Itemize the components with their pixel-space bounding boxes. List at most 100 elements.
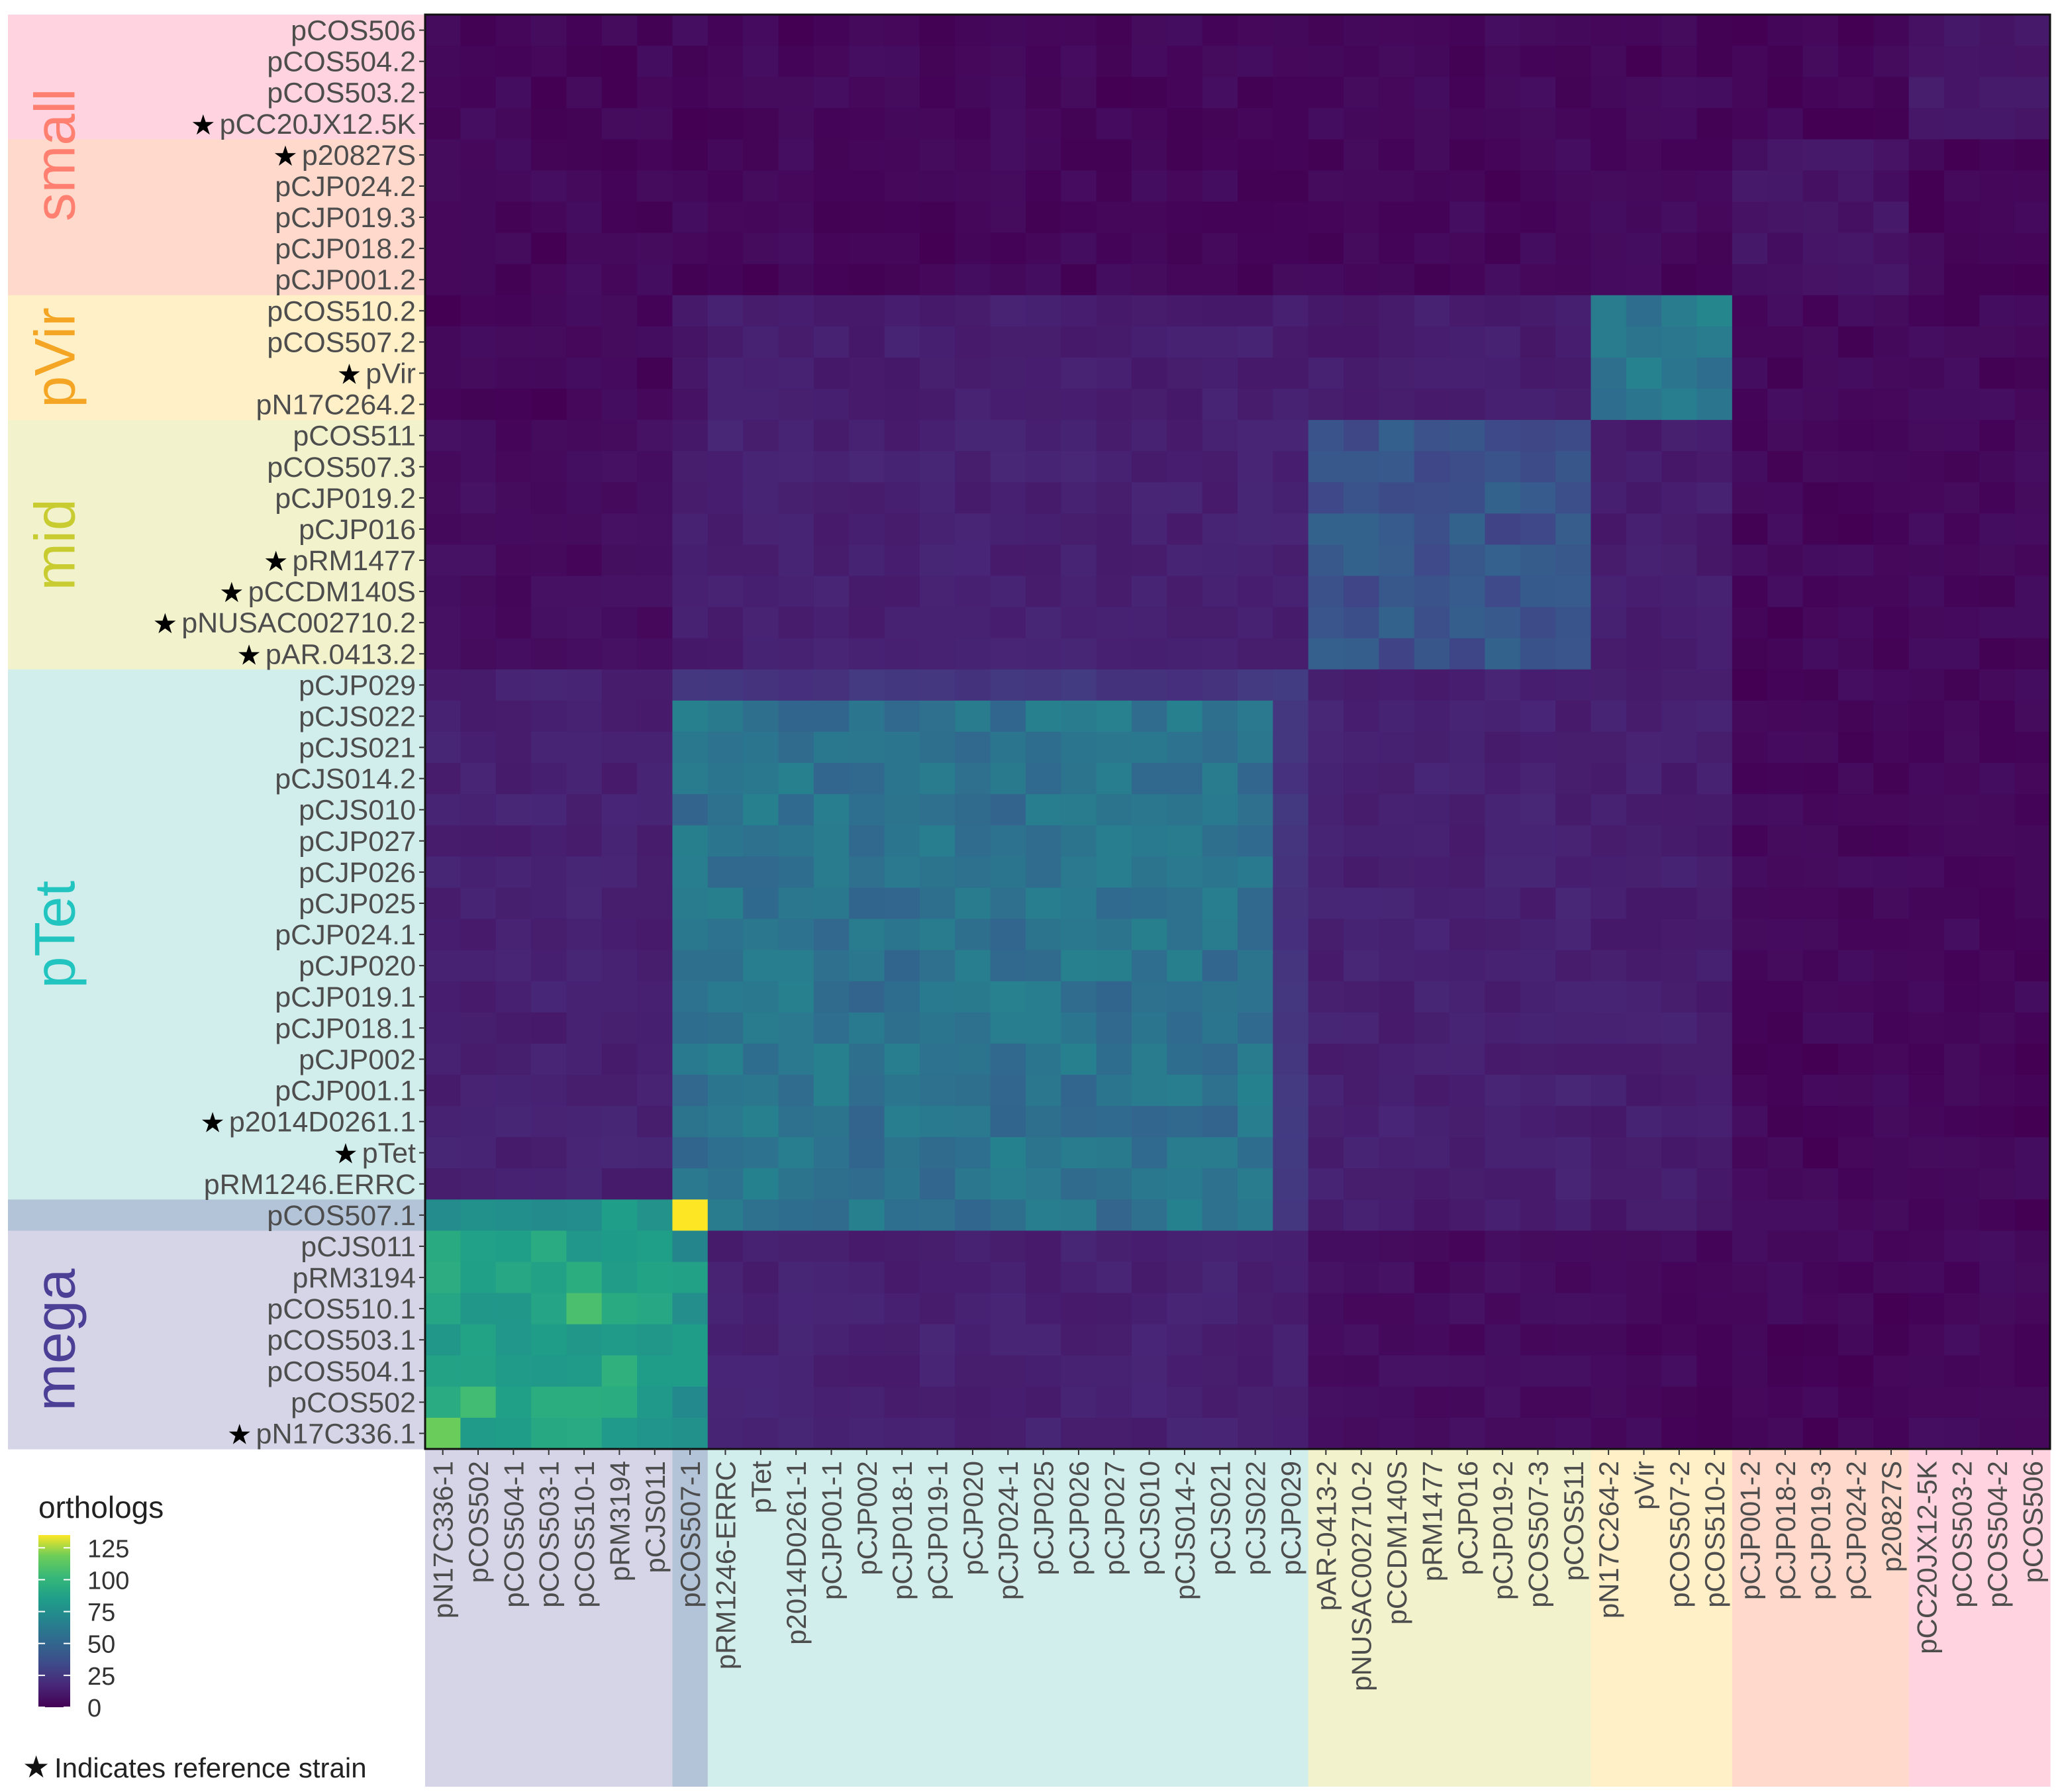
heatmap-cell <box>1167 295 1203 327</box>
heatmap-cell <box>1167 451 1203 483</box>
heatmap-cell <box>1661 1386 1698 1419</box>
heatmap-cell <box>884 919 920 951</box>
heatmap-cell <box>1414 326 1450 358</box>
heatmap-cell <box>1591 1230 1627 1263</box>
heatmap-cell <box>2014 1262 2051 1294</box>
heatmap-cell <box>743 575 779 608</box>
heatmap-cell <box>1732 856 1768 889</box>
heatmap-cell <box>1555 887 1592 920</box>
heatmap-cell <box>955 825 991 858</box>
heatmap-cell <box>955 264 991 296</box>
heatmap-cell <box>672 856 709 889</box>
row-band <box>8 46 425 77</box>
heatmap-cell <box>531 46 567 77</box>
heatmap-cell <box>1802 607 1839 639</box>
heatmap-cell <box>1908 1199 1945 1232</box>
heatmap-cell <box>1802 389 1839 421</box>
heatmap-cell <box>1626 669 1662 701</box>
heatmap-cell <box>1025 15 1061 46</box>
heatmap-cell <box>460 981 497 1013</box>
heatmap-cell <box>1943 794 1981 826</box>
heatmap-cell <box>1943 856 1981 889</box>
heatmap-cell <box>1696 1324 1733 1356</box>
heatmap-cell <box>425 170 462 203</box>
heatmap-cell <box>1449 264 1486 296</box>
heatmap-cell <box>1838 1137 1874 1169</box>
heatmap-cell <box>425 1324 462 1356</box>
heatmap-cell <box>813 1043 850 1075</box>
heatmap-cell <box>1943 607 1981 639</box>
heatmap-cell <box>531 856 567 889</box>
heatmap-cell <box>495 825 532 858</box>
heatmap-cell <box>1732 1106 1768 1138</box>
heatmap-cell <box>1131 1262 1168 1294</box>
heatmap-cell <box>1414 46 1450 77</box>
heatmap-cell <box>637 46 673 77</box>
heatmap-cell <box>601 1386 638 1419</box>
heatmap-cell <box>1943 170 1981 203</box>
heatmap-cell <box>531 1043 567 1075</box>
heatmap-cell <box>1873 763 1910 795</box>
heatmap-cell <box>849 295 885 327</box>
heatmap-cell <box>495 763 532 795</box>
heatmap-cell <box>1838 77 1874 109</box>
heatmap-cell <box>990 77 1026 109</box>
heatmap-cell <box>1908 607 1945 639</box>
heatmap-cell <box>1661 513 1698 546</box>
heatmap-cell <box>672 15 709 46</box>
heatmap-cell <box>1555 295 1592 327</box>
heatmap-cell <box>1308 919 1344 951</box>
heatmap-cell <box>990 264 1026 296</box>
heatmap-cell <box>1732 607 1768 639</box>
heatmap-cell <box>955 170 991 203</box>
heatmap-cell <box>955 15 991 46</box>
row-label: pCJP024.1 <box>275 919 416 951</box>
heatmap-cell <box>919 1012 956 1044</box>
heatmap-cell <box>1732 544 1768 577</box>
heatmap-cell <box>1908 513 1945 546</box>
heatmap-cell <box>884 108 920 140</box>
heatmap-cell <box>1591 46 1627 77</box>
heatmap-cell <box>1025 1043 1061 1075</box>
heatmap-cell <box>2014 1386 2051 1419</box>
heatmap-cell <box>2014 232 2051 265</box>
heatmap-cell <box>425 763 462 795</box>
heatmap-cell <box>1732 1074 1768 1107</box>
heatmap-cell <box>1802 15 1839 46</box>
heatmap-cell <box>884 700 920 732</box>
heatmap-cell <box>601 575 638 608</box>
heatmap-cell <box>601 170 638 203</box>
heatmap-cell <box>1485 794 1521 826</box>
heatmap-cell <box>1273 264 1309 296</box>
heatmap-cell <box>1096 1168 1132 1201</box>
heatmap-cell <box>1414 669 1450 701</box>
heatmap-cell <box>1238 1417 1274 1450</box>
heatmap-cell <box>1344 1262 1380 1294</box>
row-label: pCJP025 <box>299 888 416 920</box>
heatmap-cell <box>1379 1417 1415 1450</box>
column-label: pCJP016 <box>1452 1461 1483 1575</box>
heatmap-cell <box>778 763 814 795</box>
column-label: pCOS510-2 <box>1699 1461 1730 1608</box>
heatmap-cell <box>672 389 709 421</box>
heatmap-cell <box>1520 108 1556 140</box>
row-label: pCJP001.1 <box>275 1075 416 1107</box>
heatmap-cell <box>955 732 991 764</box>
heatmap-cell <box>707 887 744 920</box>
heatmap-cell <box>1379 763 1415 795</box>
heatmap-cell <box>1414 1262 1450 1294</box>
heatmap-cell <box>1732 1293 1768 1325</box>
heatmap-cell <box>849 544 885 577</box>
heatmap-cell <box>919 700 956 732</box>
heatmap-cell <box>1873 357 1910 389</box>
heatmap-cell <box>1061 1137 1097 1169</box>
row-label: pCJP001.2 <box>275 264 416 296</box>
heatmap-cell <box>425 1262 462 1294</box>
heatmap-cell <box>1167 420 1203 452</box>
heatmap-cell <box>1732 1199 1768 1232</box>
heatmap-cell <box>1238 732 1274 764</box>
heatmap-cell <box>1414 981 1450 1013</box>
heatmap-cell <box>1273 763 1309 795</box>
heatmap-cell <box>425 357 462 389</box>
heatmap-cell <box>1802 1262 1839 1294</box>
